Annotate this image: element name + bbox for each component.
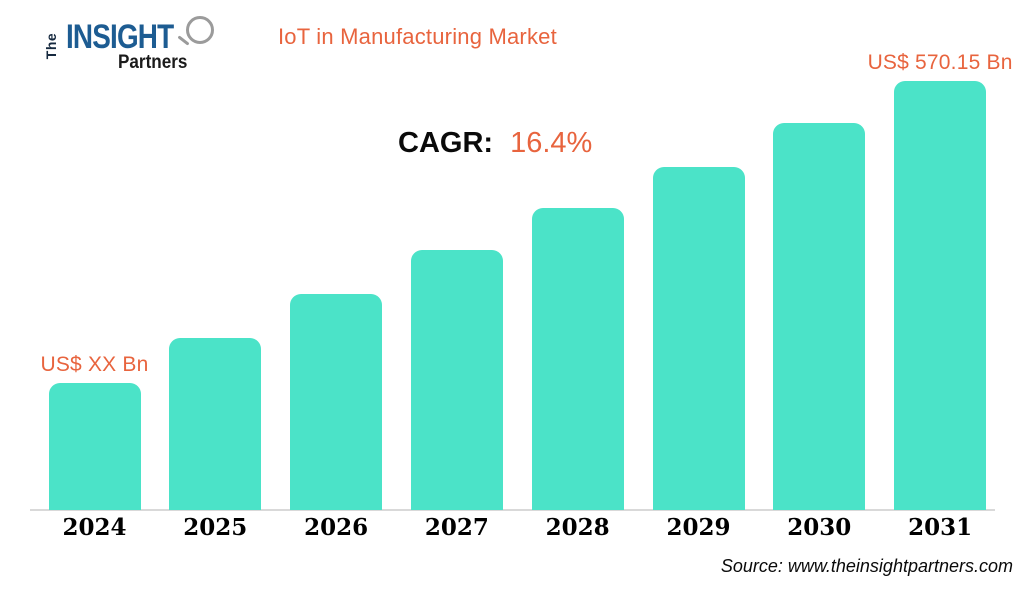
x-tick-label-2024: 2024 bbox=[62, 514, 127, 541]
insight-partners-logo: The INSIGHT Partners bbox=[24, 8, 214, 74]
bar-2024 bbox=[48, 383, 141, 510]
bar-2025 bbox=[169, 338, 262, 510]
cagr-label: CAGR: bbox=[398, 127, 494, 159]
x-axis-line bbox=[30, 509, 995, 511]
x-tick-label-2029: 2029 bbox=[666, 514, 731, 541]
chart-title: IoT in Manufacturing Market bbox=[278, 24, 557, 49]
bar-value-label-2024: US$ XX Bn bbox=[40, 353, 149, 376]
logo-insight-text: INSIGHT bbox=[66, 18, 174, 56]
bar-2031 bbox=[894, 81, 987, 510]
logo-partners-text: Partners bbox=[118, 52, 188, 73]
bar-2027 bbox=[410, 250, 503, 510]
bar-2028 bbox=[531, 208, 624, 510]
magnifier-icon bbox=[186, 16, 214, 44]
bar-2030 bbox=[773, 123, 866, 510]
bar-value-label-2031: US$ 570.15 Bn bbox=[867, 51, 1013, 74]
x-tick-label-2026: 2026 bbox=[304, 514, 369, 541]
cagr-value: 16.4% bbox=[510, 127, 593, 159]
x-tick-label-2027: 2027 bbox=[424, 514, 489, 541]
x-tick-label-2031: 2031 bbox=[908, 514, 973, 541]
x-tick-label-2028: 2028 bbox=[545, 514, 610, 541]
x-tick-label-2025: 2025 bbox=[183, 514, 248, 541]
cagr-annotation: CAGR: 16.4% bbox=[398, 127, 592, 160]
bar-2029 bbox=[652, 167, 745, 510]
bar-2026 bbox=[290, 294, 383, 510]
x-tick-label-2030: 2030 bbox=[787, 514, 852, 541]
source-text: Source: www.theinsightpartners.com bbox=[720, 556, 1013, 576]
